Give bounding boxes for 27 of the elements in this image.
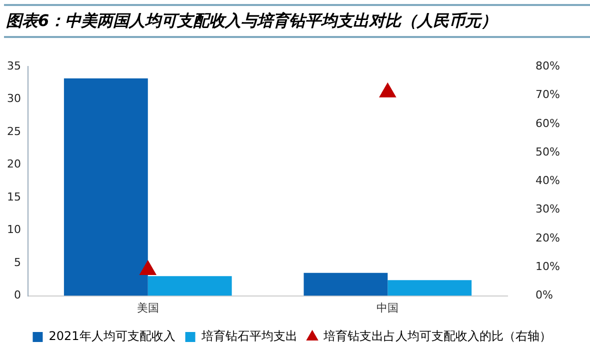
y2-tick-label: 20% [536, 231, 560, 244]
y-tick-label: 20 [6, 158, 21, 171]
y2-tick-label: 10% [536, 260, 560, 274]
x-tick-label: 中国 [376, 301, 399, 314]
y-tick-label: 0 [14, 288, 21, 302]
bar [148, 276, 232, 296]
y-tick-label: 35 [6, 59, 21, 72]
bar [304, 272, 388, 296]
y2-tick-label: 80% [536, 59, 560, 72]
y-tick-label: 5 [14, 256, 21, 269]
y-tick-label: 25 [6, 124, 21, 138]
legend-label: 2021年人均可支配收入 [48, 329, 176, 344]
y2-tick-label: 40% [536, 174, 560, 188]
y2-tick-label: 30% [536, 202, 560, 216]
chart-title: 图表6：中美两国人均可支配收入与培育钻平均支出对比（人民币元） [4, 4, 590, 38]
y-tick-label: 10 [6, 223, 21, 236]
y2-tick-label: 50% [536, 145, 560, 158]
bar [388, 280, 472, 296]
legend-label: 培育钻支出占人均可支配收入的比（右轴） [322, 329, 552, 344]
y-tick-label: 15 [6, 190, 21, 204]
y-tick-label: 30 [6, 92, 21, 106]
bar [64, 78, 148, 296]
y2-tick-label: 70% [536, 88, 560, 102]
x-tick-label: 美国 [136, 301, 159, 314]
y2-tick-label: 60% [536, 116, 560, 130]
y2-tick-label: 0% [536, 288, 554, 302]
legend-label: 培育钻石平均支出 [200, 329, 298, 344]
